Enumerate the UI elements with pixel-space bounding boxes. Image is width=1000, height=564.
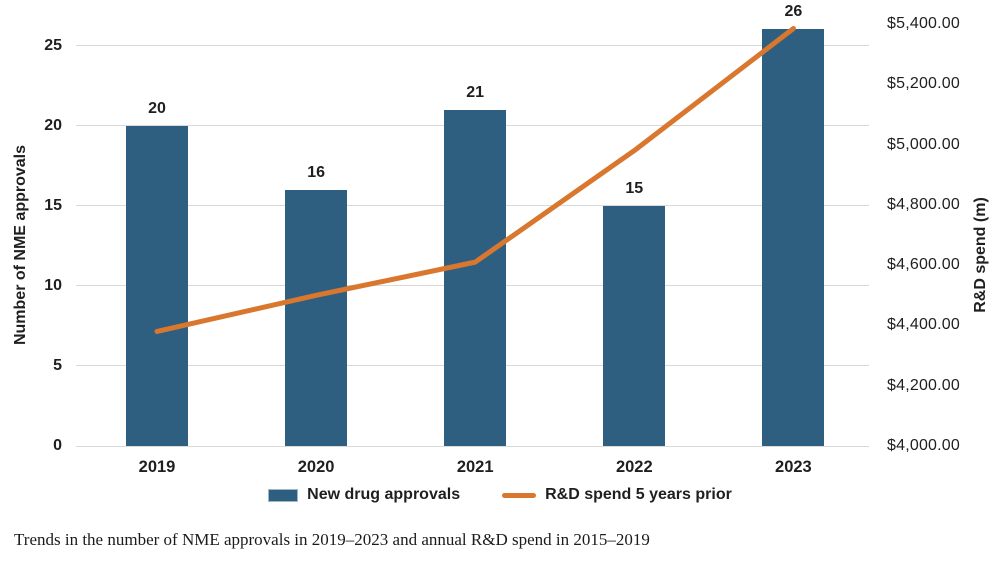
left-axis-tick-10: 10 [44, 276, 62, 294]
bar-value-label-2023: 26 [784, 3, 803, 21]
x-axis-label-2021: 2021 [456, 458, 494, 476]
right-axis-tick-5000: $5,000.00 [887, 135, 960, 153]
right-axis-tick-5200: $5,200.00 [887, 75, 960, 93]
bar-2019 [126, 125, 188, 446]
right-axis-tick-4400: $4,400.00 [887, 316, 960, 334]
right-axis-tick-4000: $4,000.00 [887, 437, 960, 454]
line-series-swatch [502, 492, 537, 498]
x-axis-label-2023: 2023 [775, 458, 812, 476]
grid-line-0 [76, 445, 869, 447]
bar-value-label-2020: 16 [307, 163, 325, 181]
x-axis-label-2019: 2019 [138, 458, 176, 476]
x-axis-label-2022: 2022 [615, 458, 653, 476]
right-axis-tick-4200: $4,200.00 [887, 376, 960, 394]
bar-2020 [285, 189, 348, 446]
grid-line-25 [76, 45, 869, 46]
bar-value-label-2022: 15 [625, 179, 644, 197]
right-axis-tick-5400: $5,400.00 [887, 15, 960, 32]
left-axis-tick-20: 20 [44, 116, 62, 134]
bar-series-swatch [268, 488, 299, 502]
left-axis-title: Number of NME approvals [12, 144, 29, 346]
legend-label-bars: New drug approvals [307, 486, 461, 503]
left-axis-tick-15: 15 [44, 196, 62, 214]
bar-2022 [603, 205, 666, 446]
legend-label-line: R&D spend 5 years prior [545, 486, 732, 503]
legend-item-new-drug-approvals: New drug approvals [268, 486, 460, 504]
bar-value-label-2021: 21 [466, 83, 485, 101]
bar-value-label-2019: 20 [148, 99, 166, 117]
right-axis-title: R&D spend (m) [972, 197, 989, 313]
left-axis-tick-5: 5 [53, 356, 62, 374]
figure-caption: Trends in the number of NME approvals in… [14, 530, 650, 549]
right-axis-tick-4600: $4,600.00 [887, 256, 960, 274]
legend: New drug approvals R&D spend 5 years pri… [0, 483, 1000, 507]
left-axis-tick-25: 25 [44, 36, 62, 54]
x-axis-label-2020: 2020 [297, 458, 335, 476]
legend-item-rd-spend: R&D spend 5 years prior [502, 486, 732, 504]
bar-2023 [762, 29, 825, 446]
right-axis-tick-4800: $4,800.00 [887, 195, 960, 213]
left-axis-tick-0: 0 [53, 437, 62, 454]
bar-2021 [444, 109, 507, 446]
